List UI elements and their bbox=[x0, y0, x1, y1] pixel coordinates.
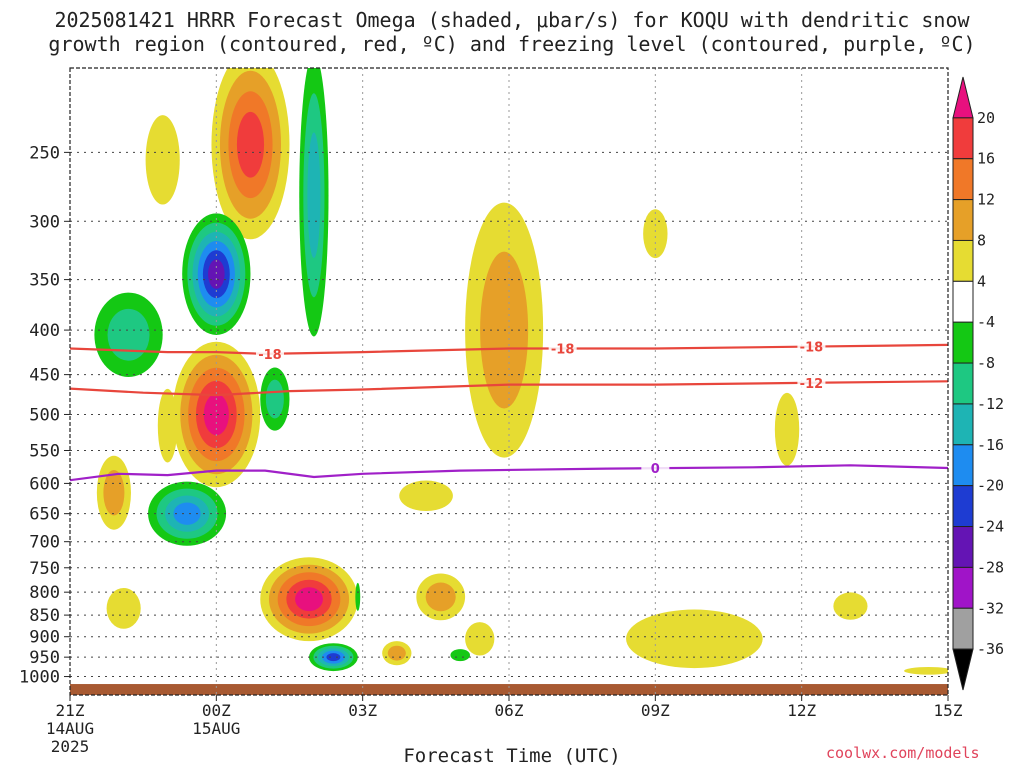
plot-area: -18 -18 -18 -12 0 bbox=[70, 68, 948, 695]
colorbar-tick-label-7: -12 bbox=[977, 395, 1004, 413]
omega-feature-5-level-4 bbox=[203, 393, 229, 436]
y-tick-label-250: 250 bbox=[29, 143, 60, 163]
omega-feature-21-level-0 bbox=[106, 587, 141, 629]
omega-feature-4-level-2 bbox=[307, 132, 321, 259]
contour--12-1 bbox=[70, 380, 948, 397]
contour-label-0-0: -18 bbox=[258, 348, 282, 363]
omega-feature-20-level-0 bbox=[450, 649, 470, 662]
omega-feature-14-level-4 bbox=[295, 587, 323, 612]
y-tick-label-750: 750 bbox=[29, 559, 60, 579]
x-tick-label-12Z: 12Z bbox=[787, 701, 816, 720]
chart-title-line-1: 2025081421 HRRR Forecast Omega (shaded, … bbox=[54, 8, 970, 32]
x-tick-sublabel-21Z: 14AUG bbox=[46, 719, 94, 738]
omega-feature-12-level-0 bbox=[774, 392, 800, 466]
omega-feature-8-level-1 bbox=[103, 469, 125, 516]
omega-feature-15-level-1 bbox=[425, 582, 456, 612]
y-tick-label-550: 550 bbox=[29, 442, 60, 462]
omega-feature-6-level-1 bbox=[265, 379, 284, 419]
x-tick-sublabel2-21Z: 2025 bbox=[51, 737, 90, 756]
x-axis-label: Forecast Time (UTC) bbox=[403, 745, 621, 767]
colorbar-tick-label-3: 8 bbox=[977, 231, 986, 249]
colorbar-bottom-arrow bbox=[952, 648, 974, 691]
x-tick-label-21Z: 21Z bbox=[56, 701, 85, 720]
contour-label-bg-0-0 bbox=[255, 345, 284, 362]
colorbar-tick-label-11: -28 bbox=[977, 558, 1004, 576]
omega-feature-2-level-5 bbox=[208, 259, 225, 289]
omega-feature-22-level-0 bbox=[626, 609, 763, 669]
omega-feature-17-level-0 bbox=[465, 622, 495, 656]
colorbar-segment-4 bbox=[952, 239, 974, 282]
y-tick-label-600: 600 bbox=[29, 474, 60, 494]
omega-feature-9-level-3 bbox=[173, 502, 201, 525]
omega-feature-11-level-0 bbox=[643, 209, 668, 259]
colorbar-tick-label-13: -36 bbox=[977, 640, 1004, 658]
colorbar-segment-5 bbox=[952, 280, 974, 323]
contour-label-0-1: -18 bbox=[551, 343, 575, 358]
contour--18-0 bbox=[70, 343, 948, 356]
chart-title-line-2: growth region (contoured, red, ºC) and f… bbox=[48, 32, 976, 56]
contour-label-bg-1-0 bbox=[797, 374, 826, 391]
y-tick-label-850: 850 bbox=[29, 606, 60, 626]
y-tick-label-450: 450 bbox=[29, 366, 60, 386]
contour-label-bg-0-1 bbox=[548, 340, 577, 357]
y-tick-label-950: 950 bbox=[29, 648, 60, 668]
y-tick-label-1000: 1000 bbox=[19, 668, 60, 688]
contour-label-1-0: -12 bbox=[800, 377, 824, 392]
colorbar-segment-8 bbox=[952, 403, 974, 446]
x-tick-label-00Z: 00Z bbox=[202, 701, 231, 720]
x-tick-sublabel-00Z: 15AUG bbox=[192, 719, 240, 738]
y-tick-label-700: 700 bbox=[29, 533, 60, 553]
omega-feature-19-level-1 bbox=[387, 645, 406, 661]
colorbar-segment-10 bbox=[952, 485, 974, 528]
omega-feature-13-level-0 bbox=[399, 480, 453, 512]
omega-feature-7-level-0 bbox=[157, 388, 178, 463]
omega-feature-23-level-0 bbox=[833, 592, 868, 620]
y-tick-label-500: 500 bbox=[29, 405, 60, 425]
colorbar-tick-label-2: 12 bbox=[977, 191, 995, 209]
y-tick-label-300: 300 bbox=[29, 212, 60, 232]
contour-label-2-0: 0 bbox=[651, 462, 660, 477]
colorbar-segment-2 bbox=[952, 158, 974, 201]
colorbar-tick-label-0: 20 bbox=[977, 109, 995, 127]
omega-feature-24-level-0 bbox=[904, 666, 948, 675]
colorbar-tick-label-9: -20 bbox=[977, 477, 1004, 495]
y-tick-label-650: 650 bbox=[29, 505, 60, 525]
colorbar-tick-label-4: 4 bbox=[977, 272, 986, 290]
y-tick-label-800: 800 bbox=[29, 583, 60, 603]
colorbar-tick-label-1: 16 bbox=[977, 150, 995, 168]
colorbar-segment-3 bbox=[952, 199, 974, 241]
x-tick-label-09Z: 09Z bbox=[641, 701, 670, 720]
omega-feature-1-level-3 bbox=[236, 111, 265, 178]
colorbar-tick-label-12: -32 bbox=[977, 599, 1004, 617]
omega-feature-3-level-1 bbox=[107, 308, 150, 361]
contour-label-0-2: -18 bbox=[800, 341, 824, 356]
omega-feature-18-level-4 bbox=[326, 653, 341, 662]
colorbar-tick-label-8: -16 bbox=[977, 436, 1004, 454]
credit-link[interactable]: coolwx.com/models bbox=[826, 744, 980, 762]
colorbar-segment-11 bbox=[952, 526, 974, 568]
x-tick-label-03Z: 03Z bbox=[348, 701, 377, 720]
y-tick-label-350: 350 bbox=[29, 271, 60, 291]
colorbar-segment-7 bbox=[952, 362, 974, 405]
colorbar-segment-9 bbox=[952, 444, 974, 487]
colorbar-segment-13 bbox=[952, 607, 974, 650]
contour-label-bg-0-2 bbox=[797, 338, 826, 355]
x-tick-label-15Z: 15Z bbox=[934, 701, 963, 720]
contour-0-2 bbox=[70, 464, 948, 482]
x-tick-label-06Z: 06Z bbox=[495, 701, 524, 720]
colorbar-top-arrow bbox=[952, 76, 974, 119]
contour-label-bg-2-0 bbox=[641, 460, 670, 477]
colorbar-segment-6 bbox=[952, 321, 974, 364]
surface-bar bbox=[70, 684, 948, 695]
y-tick-label-400: 400 bbox=[29, 321, 60, 341]
omega-feature-0-level-0 bbox=[145, 115, 180, 205]
colorbar-tick-label-5: -4 bbox=[977, 313, 995, 331]
y-tick-label-900: 900 bbox=[29, 628, 60, 648]
colorbar-segment-12 bbox=[952, 566, 974, 609]
omega-feature-16-level-0 bbox=[355, 582, 361, 611]
colorbar-segment-1 bbox=[952, 117, 974, 160]
colorbar-tick-label-10: -24 bbox=[977, 518, 1004, 536]
colorbar-tick-label-6: -8 bbox=[977, 354, 995, 372]
